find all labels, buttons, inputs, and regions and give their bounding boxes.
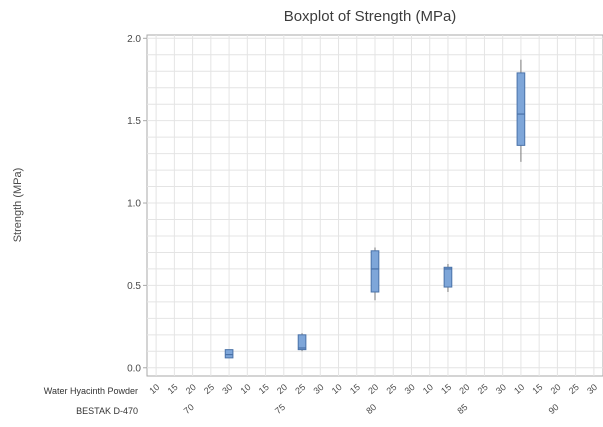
x-tick-label-inner: 30 bbox=[311, 382, 325, 396]
y-tick-label: 0.0 bbox=[127, 363, 141, 374]
x-tick-label-outer: 80 bbox=[364, 402, 378, 416]
x-tick-label-inner: 15 bbox=[166, 382, 180, 396]
box-90-10 bbox=[516, 59, 526, 162]
x-tick-label-inner: 20 bbox=[184, 382, 198, 396]
iqr-box bbox=[297, 334, 307, 351]
x-tick-label-inner: 10 bbox=[421, 382, 435, 396]
x-tick-label-outer: 85 bbox=[455, 402, 469, 416]
y-tick-label: 1.5 bbox=[127, 116, 141, 127]
box-80-20 bbox=[370, 247, 380, 301]
x-tick-label-inner: 25 bbox=[476, 382, 490, 396]
x-tick-label-inner: 30 bbox=[494, 382, 508, 396]
x-tick-label-inner: 20 bbox=[275, 382, 289, 396]
x-tick-label-outer: 70 bbox=[182, 402, 196, 416]
x-tick-label-inner: 25 bbox=[567, 382, 581, 396]
y-tick-label: 2.0 bbox=[127, 34, 141, 45]
x-tick-label-inner: 15 bbox=[530, 382, 544, 396]
x-tick-label-inner: 20 bbox=[549, 382, 563, 396]
iqr-box bbox=[443, 266, 453, 288]
x-tick-label-inner: 30 bbox=[220, 382, 234, 396]
x-tick-label-inner: 10 bbox=[147, 382, 161, 396]
box-70-30 bbox=[224, 349, 234, 359]
iqr-box bbox=[224, 349, 234, 359]
factor-label-outer: BESTAK D-470 bbox=[76, 406, 138, 416]
x-tick-label-inner: 15 bbox=[439, 382, 453, 396]
x-tick-label-inner: 20 bbox=[457, 382, 471, 396]
x-tick-label-inner: 15 bbox=[257, 382, 271, 396]
box-75-25 bbox=[297, 333, 307, 352]
y-axis-label: Strength (MPa) bbox=[12, 168, 24, 243]
x-tick-label-inner: 10 bbox=[330, 382, 344, 396]
x-tick-label-inner: 15 bbox=[348, 382, 362, 396]
x-tick-label-outer: 75 bbox=[273, 402, 287, 416]
x-tick-label-inner: 30 bbox=[403, 382, 417, 396]
factor-label-inner: Water Hyacinth Powder bbox=[44, 386, 138, 396]
x-tick-label-inner: 25 bbox=[293, 382, 307, 396]
x-tick-label-inner: 30 bbox=[585, 382, 599, 396]
iqr-box bbox=[370, 250, 380, 293]
iqr-box bbox=[516, 72, 526, 146]
x-tick-label-inner: 10 bbox=[512, 382, 526, 396]
x-tick-label-outer: 90 bbox=[547, 402, 561, 416]
x-tick-label-inner: 10 bbox=[239, 382, 253, 396]
x-tick-label-inner: 25 bbox=[202, 382, 216, 396]
x-tick-label-inner: 25 bbox=[384, 382, 398, 396]
y-tick-label: 0.5 bbox=[127, 281, 141, 292]
x-tick-label-inner: 20 bbox=[366, 382, 380, 396]
y-tick-label: 1.0 bbox=[127, 199, 141, 210]
box-85-15 bbox=[443, 263, 453, 292]
chart-title: Boxplot of Strength (MPa) bbox=[284, 8, 457, 25]
